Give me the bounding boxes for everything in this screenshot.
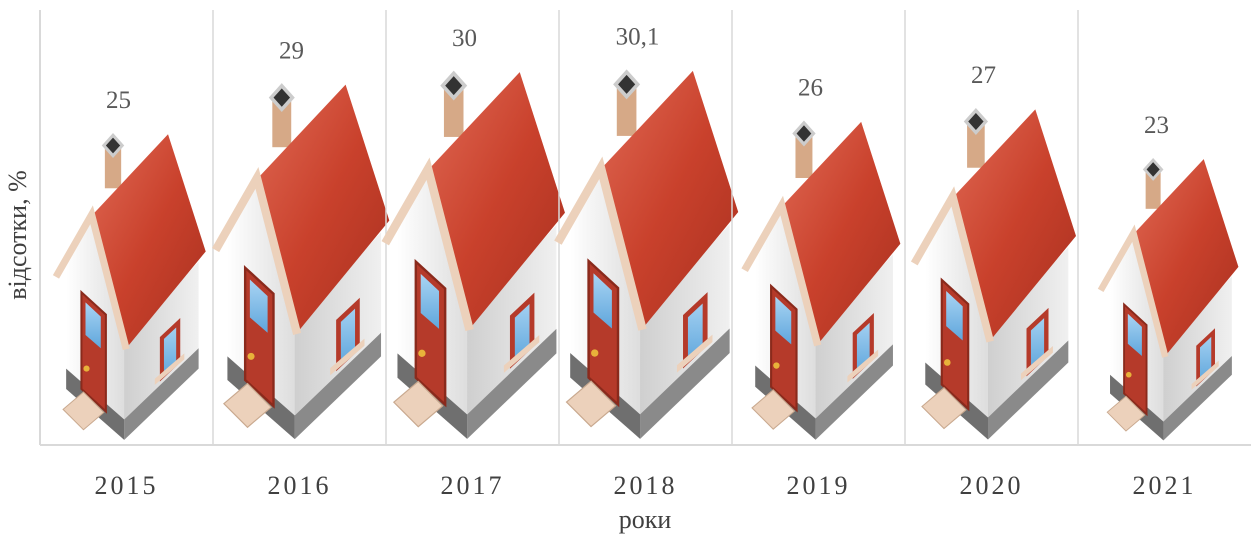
house-bar	[914, 109, 1076, 439]
value-label: 25	[106, 87, 131, 114]
x-tick-label: 2019	[787, 471, 851, 500]
house-bar	[745, 122, 901, 440]
house-bar	[385, 72, 565, 439]
value-label: 30,1	[616, 24, 660, 51]
value-label: 26	[798, 75, 823, 102]
house-bar	[216, 85, 390, 440]
x-tick-label: 2020	[960, 471, 1024, 500]
x-tick-label: 2021	[1133, 471, 1197, 500]
house-bar	[56, 134, 206, 440]
value-label: 27	[971, 62, 996, 89]
value-label: 30	[452, 25, 477, 52]
x-tick-label: 2018	[614, 471, 678, 500]
x-tick-label: 2015	[95, 471, 159, 500]
house-bar	[1101, 159, 1239, 440]
x-axis-label: роки	[619, 505, 672, 534]
y-axis-label: відсотки, %	[3, 170, 32, 300]
x-tick-label: 2017	[441, 471, 505, 500]
x-tick-label: 2016	[268, 471, 332, 500]
value-label: 29	[279, 37, 304, 64]
house-bar	[558, 71, 738, 439]
value-label: 23	[1144, 112, 1169, 139]
